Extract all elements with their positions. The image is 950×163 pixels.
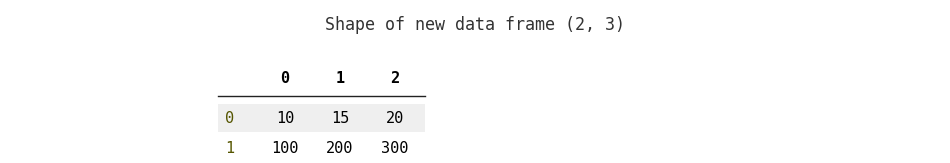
Text: 0: 0: [225, 111, 235, 126]
Text: 1: 1: [225, 141, 235, 156]
Text: 300: 300: [381, 141, 408, 156]
Text: 15: 15: [331, 111, 350, 126]
Text: 0: 0: [280, 71, 290, 86]
Text: 20: 20: [386, 111, 404, 126]
Text: 2: 2: [390, 71, 400, 86]
Text: Shape of new data frame (2, 3): Shape of new data frame (2, 3): [325, 16, 625, 34]
Text: 10: 10: [276, 111, 294, 126]
Text: 1: 1: [335, 71, 345, 86]
Text: 100: 100: [272, 141, 298, 156]
Bar: [218, 104, 425, 132]
Text: 200: 200: [326, 141, 353, 156]
